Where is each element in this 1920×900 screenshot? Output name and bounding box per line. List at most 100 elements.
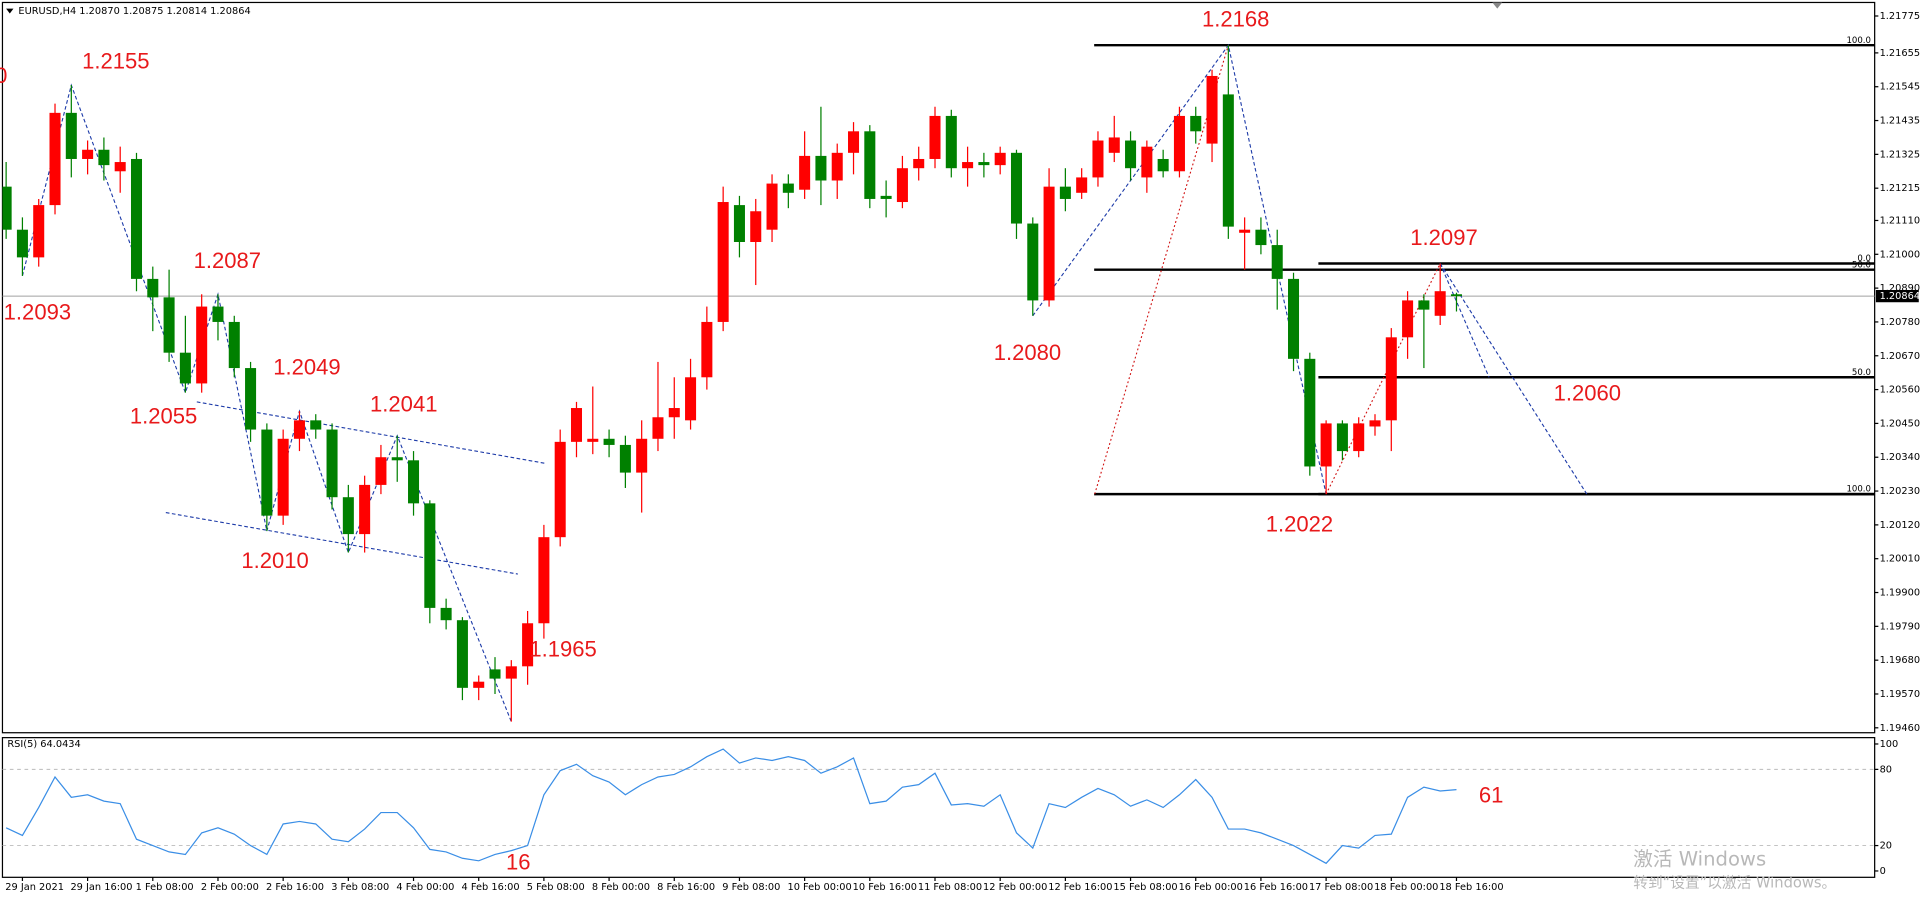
x-tick-label: 16 Feb 00:00 xyxy=(1179,882,1243,893)
candle-body xyxy=(82,149,94,159)
candle-body xyxy=(1288,278,1300,359)
candle-body xyxy=(359,484,371,535)
candle-body xyxy=(114,162,126,172)
trend-line xyxy=(196,401,546,464)
current-price-box xyxy=(1875,289,1919,303)
rsi-tick-label: 100 xyxy=(1880,739,1899,750)
candle-body xyxy=(570,408,583,442)
y-tick-label: 1.20450 xyxy=(1880,418,1920,429)
candle-body xyxy=(1336,423,1348,452)
candle-body xyxy=(16,229,28,258)
x-tick-label: 8 Feb 16:00 xyxy=(657,882,715,893)
candle-body xyxy=(522,623,534,667)
candle-body xyxy=(375,457,387,485)
annotation: 1.2155 xyxy=(82,48,149,73)
y-tick-label: 1.21775 xyxy=(1880,11,1920,22)
candle-body xyxy=(1304,358,1316,467)
x-tick-label: 9 Feb 08:00 xyxy=(722,882,780,893)
x-tick-label: 10 Feb 16:00 xyxy=(853,882,917,893)
annotation: 61 xyxy=(1479,782,1504,807)
candle-body xyxy=(896,168,908,203)
x-tick-label: 12 Feb 00:00 xyxy=(983,882,1047,893)
trend-line xyxy=(1439,263,1588,495)
candle-body xyxy=(782,183,794,193)
menu-triangle xyxy=(6,8,14,14)
fib-label: 50.0 xyxy=(1852,260,1871,270)
y-tick-label: 1.21000 xyxy=(1880,249,1920,260)
candle-body xyxy=(1320,423,1332,467)
candle-body xyxy=(1190,115,1202,132)
current-price-label: 1.20864 xyxy=(1880,291,1920,302)
candle-body xyxy=(261,429,273,516)
candle-body xyxy=(1434,291,1446,316)
candle-body xyxy=(587,438,599,442)
y-tick-label: 1.21435 xyxy=(1880,116,1920,127)
x-tick-label: 10 Feb 00:00 xyxy=(787,882,851,893)
candle-body xyxy=(1385,337,1397,421)
candle-body xyxy=(2,186,12,230)
candle-body xyxy=(147,278,159,298)
candle-body xyxy=(1010,152,1022,224)
fib-label: 100.0 xyxy=(1846,36,1871,46)
y-tick-label: 1.21545 xyxy=(1880,82,1920,93)
candle-body xyxy=(163,297,175,353)
candle-body xyxy=(1092,140,1104,178)
candle-body xyxy=(179,352,191,384)
candle-body xyxy=(668,408,680,418)
candle-body xyxy=(130,158,143,279)
candle-body xyxy=(1418,300,1430,310)
candle-body xyxy=(473,681,485,688)
candle-body xyxy=(456,620,468,688)
candle-body xyxy=(994,152,1006,166)
candle-body xyxy=(636,438,648,473)
fib-label: 100.0 xyxy=(1846,485,1871,495)
annotation: 1.2041 xyxy=(370,391,437,416)
annotation: 1.2168 xyxy=(1202,7,1269,32)
candle-body xyxy=(212,306,224,322)
candle-body xyxy=(293,420,305,439)
candle-body xyxy=(554,441,566,538)
candle-body xyxy=(505,666,517,679)
candle-body xyxy=(1027,223,1039,301)
candle-body xyxy=(1239,229,1251,233)
watermark: 转到“设置”以激活 Windows。 xyxy=(1633,874,1836,891)
candle-body xyxy=(799,155,811,190)
candle-body xyxy=(750,211,762,242)
y-tick-label: 1.20010 xyxy=(1880,554,1920,565)
candle-body xyxy=(929,115,941,159)
candle-body xyxy=(1125,140,1137,169)
candle-body xyxy=(277,438,289,516)
x-tick-label: 18 Feb 16:00 xyxy=(1439,882,1503,893)
y-tick-label: 1.20890 xyxy=(1880,283,1920,294)
y-tick-label: 1.20560 xyxy=(1880,385,1920,396)
candle-body xyxy=(538,537,550,624)
y-tick-label: 1.21215 xyxy=(1880,183,1920,194)
y-tick-label: 1.20780 xyxy=(1880,317,1920,328)
y-tick-label: 1.20230 xyxy=(1880,486,1920,497)
candle-body xyxy=(848,131,860,153)
trend-line xyxy=(165,512,518,575)
x-tick-label: 16 Feb 16:00 xyxy=(1244,882,1308,893)
candle-body xyxy=(245,368,257,430)
y-tick-label: 1.19680 xyxy=(1880,655,1920,666)
candle-body xyxy=(1255,229,1267,246)
y-tick-label: 1.19790 xyxy=(1880,621,1920,632)
x-tick-label: 29 Jan 16:00 xyxy=(70,882,132,893)
x-tick-label: 29 Jan 2021 xyxy=(5,882,64,893)
candle-body xyxy=(1353,423,1365,452)
candle-body xyxy=(408,460,420,504)
x-tick-label: 8 Feb 00:00 xyxy=(592,882,650,893)
candle-body xyxy=(489,669,501,679)
candle-body xyxy=(49,112,61,206)
candle-body xyxy=(619,444,631,473)
candle-body xyxy=(652,417,664,439)
x-tick-label: 2 Feb 16:00 xyxy=(266,882,324,893)
candle-body xyxy=(326,429,338,498)
annotation: 1.2093 xyxy=(4,300,71,325)
candle-body xyxy=(831,152,843,181)
candle-body xyxy=(880,195,892,199)
y-tick-label: 1.19900 xyxy=(1880,588,1920,599)
annotation: 1.2049 xyxy=(273,355,340,380)
candle-body xyxy=(1206,75,1218,144)
